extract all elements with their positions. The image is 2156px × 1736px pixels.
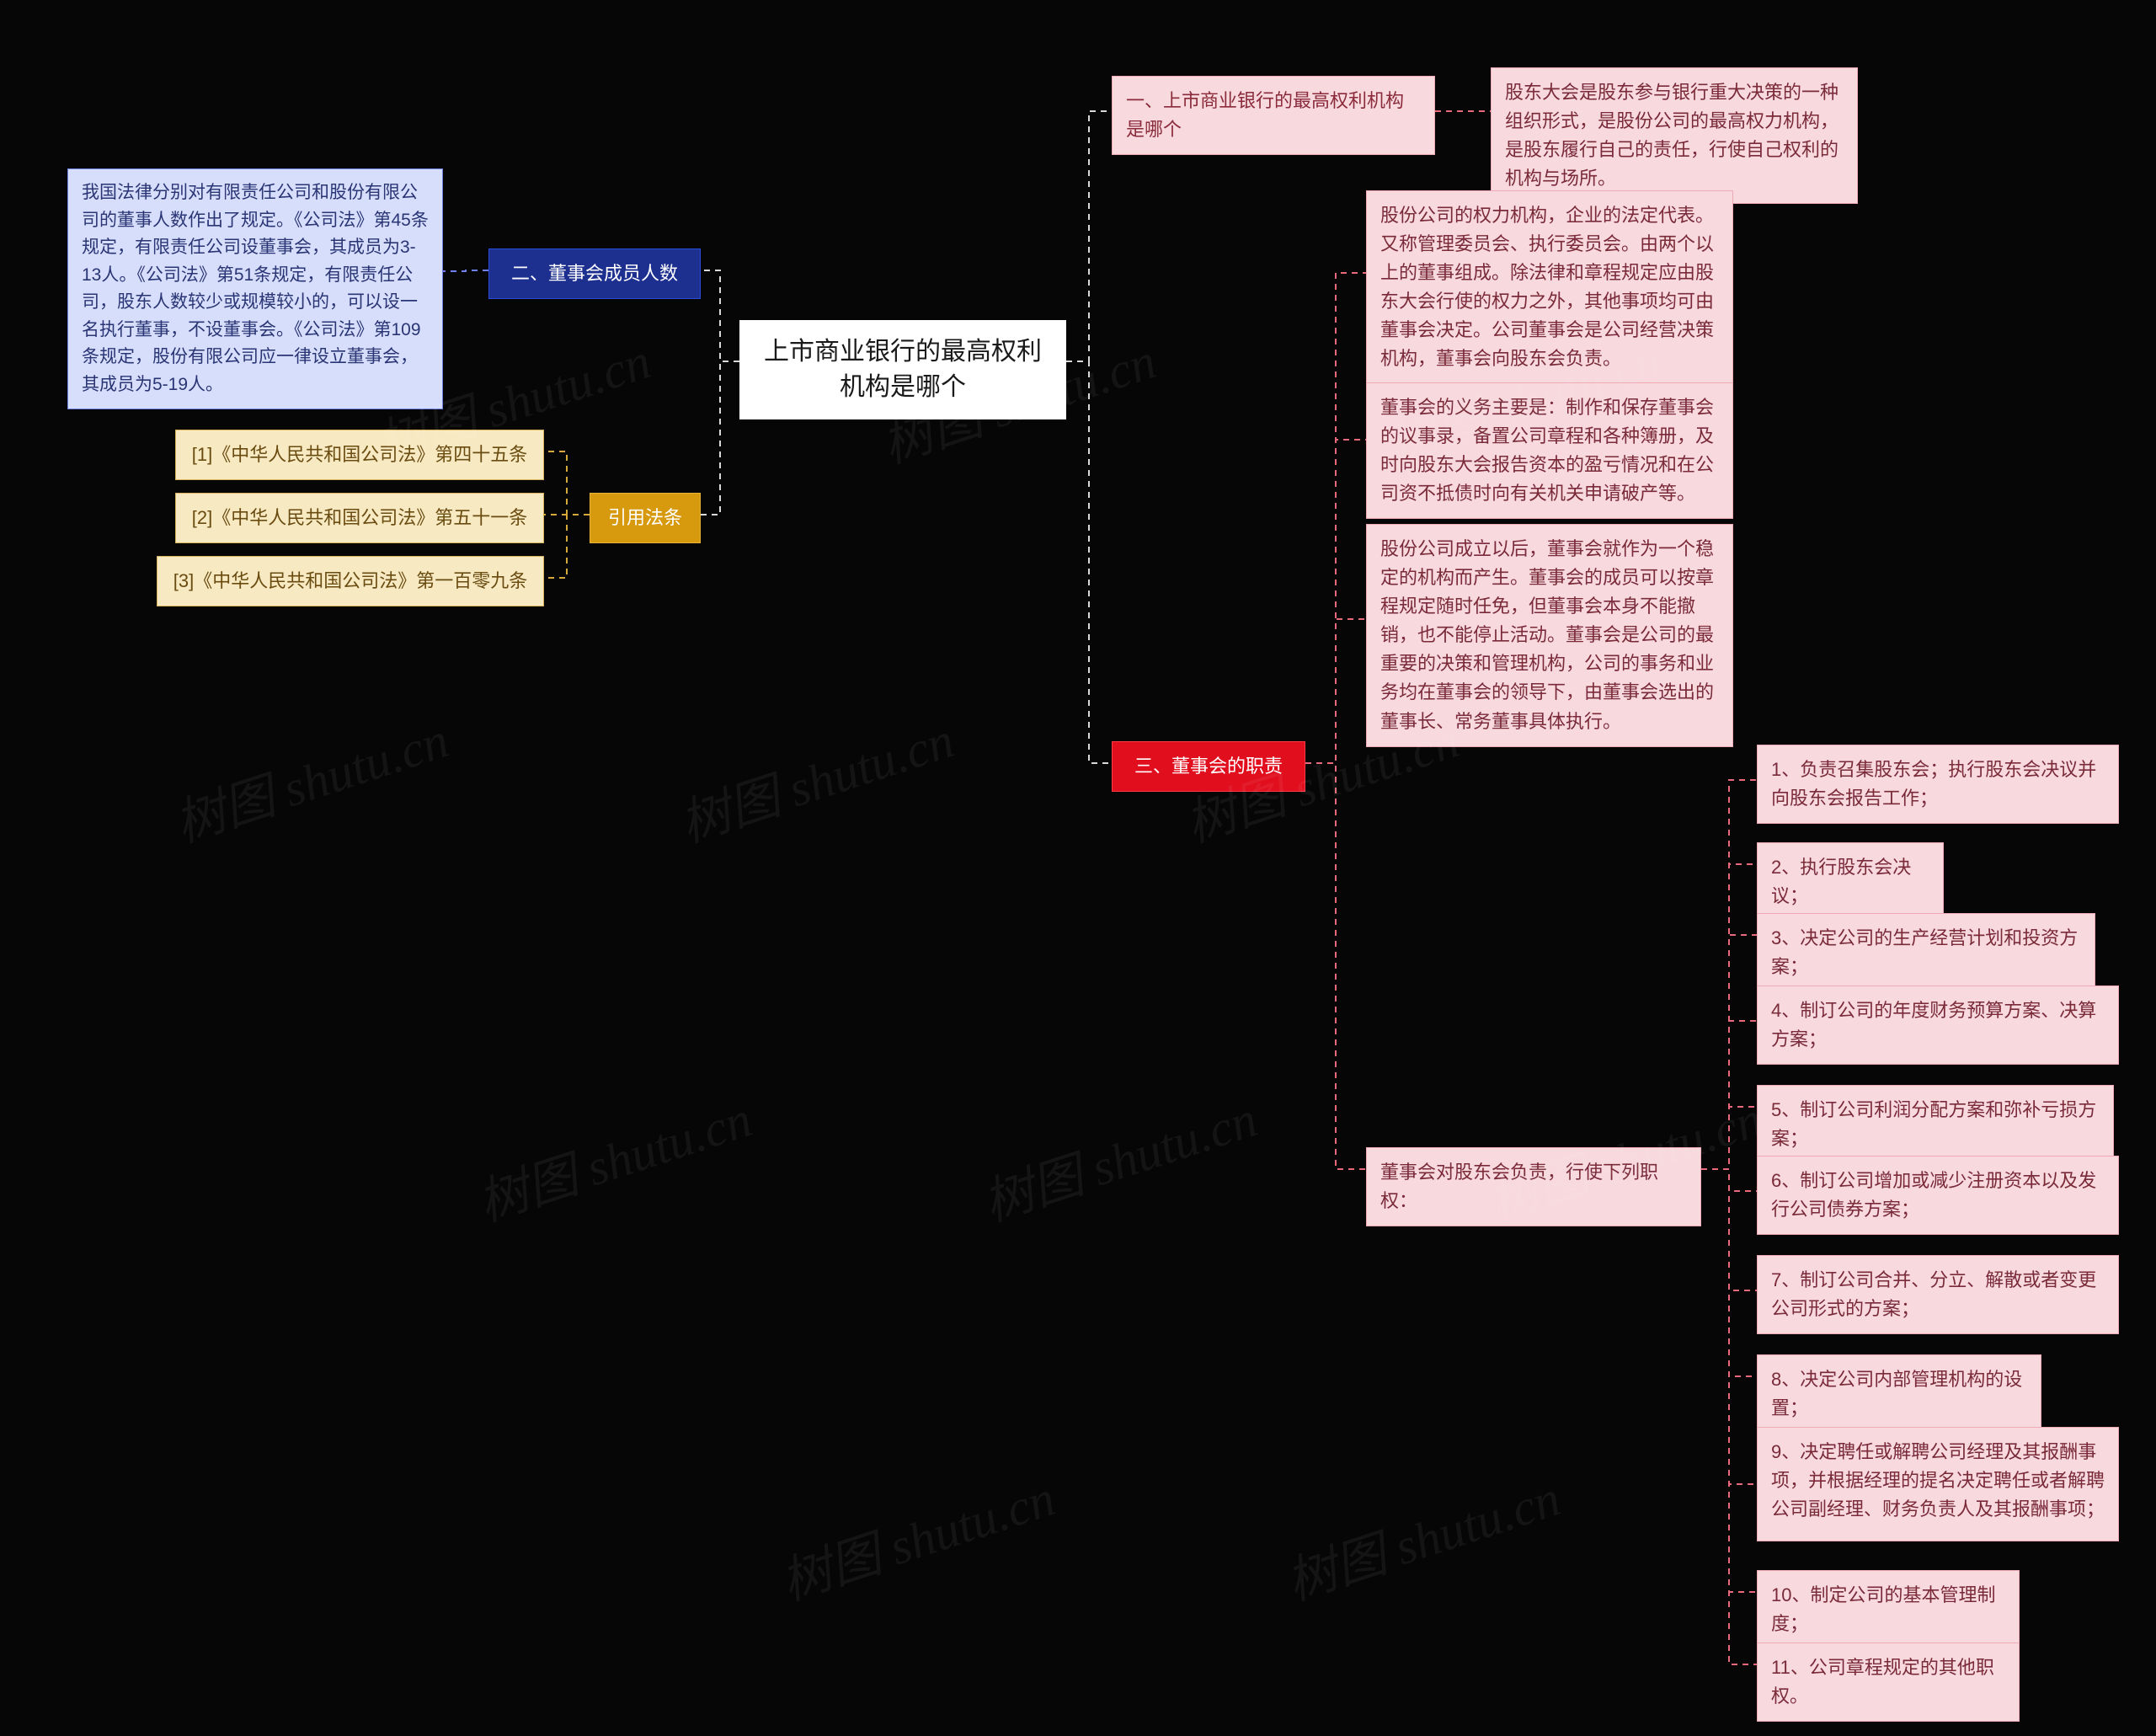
section-3-title: 三、董事会的职责 (1112, 741, 1305, 792)
section-2-title-text: 二、董事会成员人数 (511, 259, 678, 288)
section-2-detail: 我国法律分别对有限责任公司和股份有限公司的董事人数作出了规定。《公司法》第45条… (67, 168, 443, 409)
section-2-detail-text: 我国法律分别对有限责任公司和股份有限公司的董事人数作出了规定。《公司法》第45条… (82, 183, 429, 394)
section-1-detail: 股东大会是股东参与银行重大决策的一种组织形式，是股份公司的最高权力机构，是股东履… (1491, 67, 1858, 204)
section-1-title-text: 一、上市商业银行的最高权利机构是哪个 (1126, 90, 1404, 140)
citation-item: [3]《中华人民共和国公司法》第一百零九条 (157, 556, 544, 606)
section-3-paragraph: 股份公司成立以后，董事会就作为一个稳定的机构而产生。董事会的成员可以按章程规定随… (1366, 524, 1733, 747)
duty-item: 4、制订公司的年度财务预算方案、决算方案； (1757, 986, 2119, 1065)
duty-item: 11、公司章程规定的其他职权。 (1757, 1643, 2020, 1722)
watermark: 树图 shutu.cn (973, 1078, 1265, 1236)
citations-title: 引用法条 (590, 493, 701, 543)
section-3-paragraph: 股份公司的权力机构，企业的法定代表。又称管理委员会、执行委员会。由两个以上的董事… (1366, 190, 1733, 385)
duty-item: 3、决定公司的生产经营计划和投资方案； (1757, 913, 2095, 992)
citations-title-text: 引用法条 (608, 504, 682, 532)
watermark: 树图 shutu.cn (771, 1457, 1063, 1615)
duty-item: 6、制订公司增加或减少注册资本以及发行公司债券方案； (1757, 1156, 2119, 1235)
duty-item: 2、执行股东会决议； (1757, 842, 1944, 921)
section-3-paragraph: 董事会的义务主要是：制作和保存董事会的议事录，备置公司章程和各种簿册，及时向股东… (1366, 382, 1733, 519)
section-3-paragraph: 董事会对股东会负责，行使下列职权： (1366, 1147, 1701, 1226)
citation-item: [1]《中华人民共和国公司法》第四十五条 (175, 430, 544, 480)
watermark: 树图 shutu.cn (1276, 1457, 1568, 1615)
section-3-title-text: 三、董事会的职责 (1134, 752, 1283, 781)
duty-item: 8、决定公司内部管理机构的设置； (1757, 1354, 2041, 1434)
duty-item: 9、决定聘任或解聘公司经理及其报酬事项，并根据经理的提名决定聘任或者解聘公司副经… (1757, 1427, 2119, 1541)
duty-item: 1、负责召集股东会；执行股东会决议并向股东会报告工作； (1757, 745, 2119, 824)
section-2-title: 二、董事会成员人数 (488, 248, 701, 299)
root-node: 上市商业银行的最高权利机构是哪个 (739, 320, 1066, 419)
watermark: 树图 shutu.cn (670, 699, 962, 857)
root-text: 上市商业银行的最高权利机构是哪个 (764, 338, 1042, 401)
duty-item: 10、制定公司的基本管理制度； (1757, 1570, 2020, 1649)
citation-item: [2]《中华人民共和国公司法》第五十一条 (175, 493, 544, 543)
watermark: 树图 shutu.cn (164, 699, 456, 857)
section-1-detail-text: 股东大会是股东参与银行重大决策的一种组织形式，是股份公司的最高权力机构，是股东履… (1505, 82, 1838, 189)
watermark: 树图 shutu.cn (467, 1078, 760, 1236)
duty-item: 7、制订公司合并、分立、解散或者变更公司形式的方案； (1757, 1255, 2119, 1334)
duty-item: 5、制订公司利润分配方案和弥补亏损方案； (1757, 1085, 2114, 1164)
section-1-title: 一、上市商业银行的最高权利机构是哪个 (1112, 76, 1435, 155)
